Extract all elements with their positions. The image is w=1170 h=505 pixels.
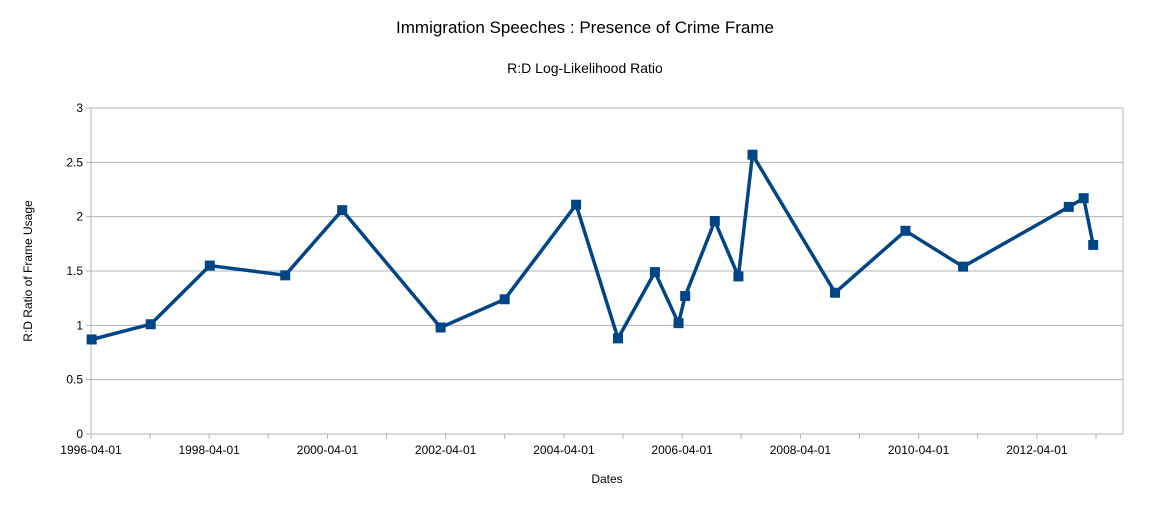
data-point xyxy=(900,225,911,236)
y-tick-label: 2 xyxy=(76,210,83,224)
data-point xyxy=(571,199,582,210)
x-axis-label: Dates xyxy=(591,472,622,486)
chart-title: Immigration Speeches : Presence of Crime… xyxy=(396,18,774,37)
data-point xyxy=(1088,239,1099,250)
x-tick-label: 2010-04-01 xyxy=(888,443,950,457)
data-point xyxy=(499,294,510,305)
x-tick-label: 2008-04-01 xyxy=(770,443,832,457)
series-line xyxy=(91,152,1095,342)
y-tick-labels: 0 0.5 1 1.5 2 2.5 3 xyxy=(66,101,83,441)
y-tick-label: 3 xyxy=(76,101,83,115)
x-tick-label: 2006-04-01 xyxy=(651,443,713,457)
data-point xyxy=(747,149,758,160)
x-tick-label: 1998-04-01 xyxy=(178,443,240,457)
series-group xyxy=(86,149,1099,345)
y-tick-label: 1.5 xyxy=(66,264,83,278)
data-point xyxy=(733,271,744,282)
data-point xyxy=(435,322,446,333)
x-tick-label: 2012-04-01 xyxy=(1006,443,1068,457)
y-axis-label: R:D Ratio of Frame Usage xyxy=(21,200,35,342)
y-tick-label: 1 xyxy=(76,318,83,332)
chart-subtitle: R:D Log-Likelihood Ratio xyxy=(507,60,663,76)
y-tick-label: 0 xyxy=(76,427,83,441)
data-point xyxy=(337,205,348,216)
data-point xyxy=(1078,193,1089,204)
x-tick-labels: 1996-04-01 1998-04-01 2000-04-01 2002-04-01… xyxy=(60,443,1068,457)
data-point xyxy=(280,270,291,281)
data-point xyxy=(204,260,215,271)
x-tick-label: 2000-04-01 xyxy=(297,443,359,457)
data-point xyxy=(86,334,97,345)
data-point xyxy=(649,267,660,278)
data-point xyxy=(680,290,691,301)
x-tick-label: 2004-04-01 xyxy=(533,443,595,457)
x-tick-label: 2002-04-01 xyxy=(415,443,477,457)
data-point xyxy=(830,287,841,298)
data-point xyxy=(958,261,969,272)
data-point xyxy=(145,319,156,330)
data-point xyxy=(673,318,684,329)
data-point xyxy=(613,333,624,344)
data-point xyxy=(709,216,720,227)
data-point xyxy=(1063,201,1074,212)
y-tick-label: 2.5 xyxy=(66,155,83,169)
axes xyxy=(86,107,1124,439)
x-tick-label: 1996-04-01 xyxy=(60,443,122,457)
y-tick-label: 0.5 xyxy=(66,373,83,387)
